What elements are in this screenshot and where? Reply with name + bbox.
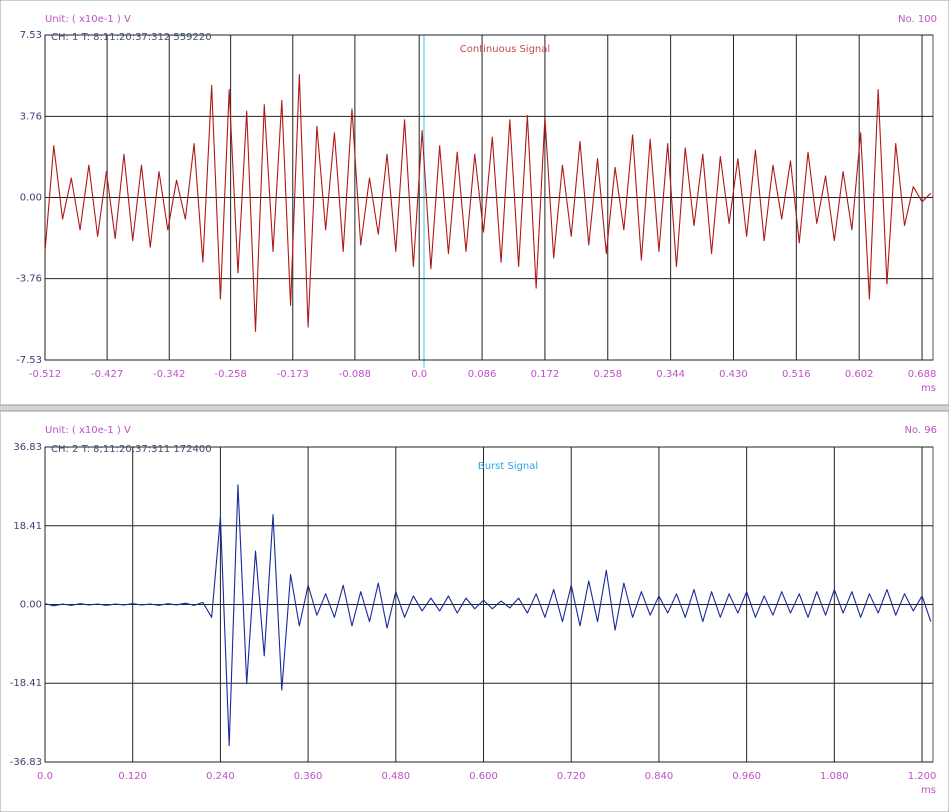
x-tick-label: 0.602 xyxy=(845,369,874,380)
x-tick-label: 0.344 xyxy=(656,369,685,380)
y-tick-label: -36.83 xyxy=(10,757,42,768)
y-tick-label: 0.00 xyxy=(20,600,42,611)
unit-label: Unit: ( x10e-1 ) V xyxy=(45,14,131,25)
unit-label: Unit: ( x10e-1 ) V xyxy=(45,425,131,436)
y-tick-label: -3.76 xyxy=(16,274,42,285)
x-tick-label: 0.600 xyxy=(469,771,498,782)
x-tick-label: 0.840 xyxy=(645,771,674,782)
y-tick-label: 3.76 xyxy=(20,111,42,122)
x-tick-label: -0.088 xyxy=(339,369,371,380)
x-tick-label: 0.360 xyxy=(294,771,323,782)
y-tick-label: 7.53 xyxy=(20,30,42,41)
panel xyxy=(0,0,949,406)
x-tick-label: 0.0 xyxy=(411,369,427,380)
channel-label: CH: 2 T: 8;11:20:37:311 172400 xyxy=(51,444,212,455)
y-tick-label: -18.41 xyxy=(10,678,42,689)
x-tick-label: 0.172 xyxy=(531,369,560,380)
x-tick-label: 0.688 xyxy=(908,369,937,380)
x-tick-label: 1.080 xyxy=(820,771,849,782)
y-tick-label: 36.83 xyxy=(13,442,42,453)
y-tick-label: -7.53 xyxy=(16,355,42,366)
x-tick-label: -0.427 xyxy=(91,369,123,380)
x-unit: ms xyxy=(921,785,936,796)
x-tick-label: 0.480 xyxy=(381,771,410,782)
chart-title: Continuous Signal xyxy=(460,44,550,55)
chart-title: Burst Signal xyxy=(478,461,538,472)
x-tick-label: -0.512 xyxy=(29,369,61,380)
x-tick-label: 0.240 xyxy=(206,771,235,782)
x-tick-label: 0.086 xyxy=(468,369,497,380)
x-unit: ms xyxy=(921,383,936,394)
signal-line xyxy=(44,73,932,332)
x-tick-label: 0.720 xyxy=(557,771,586,782)
panel xyxy=(0,410,949,812)
x-tick-label: 1.200 xyxy=(908,771,937,782)
x-tick-label: 0.0 xyxy=(37,771,53,782)
signal-line xyxy=(44,484,932,747)
channel-label: CH: 1 T: 8:11:20:37:312 559220 xyxy=(51,32,212,43)
x-tick-label: 0.120 xyxy=(118,771,147,782)
x-tick-label: 0.960 xyxy=(732,771,761,782)
record-number: No. 96 xyxy=(904,425,937,436)
y-tick-label: 18.41 xyxy=(13,521,42,532)
x-tick-label: -0.342 xyxy=(153,369,185,380)
x-tick-label: 0.516 xyxy=(782,369,811,380)
x-tick-label: -0.258 xyxy=(215,369,247,380)
y-tick-label: 0.00 xyxy=(20,193,42,204)
x-tick-label: 0.430 xyxy=(719,369,748,380)
x-tick-label: 0.258 xyxy=(593,369,622,380)
record-number: No. 100 xyxy=(898,14,937,25)
x-tick-label: -0.173 xyxy=(277,369,309,380)
